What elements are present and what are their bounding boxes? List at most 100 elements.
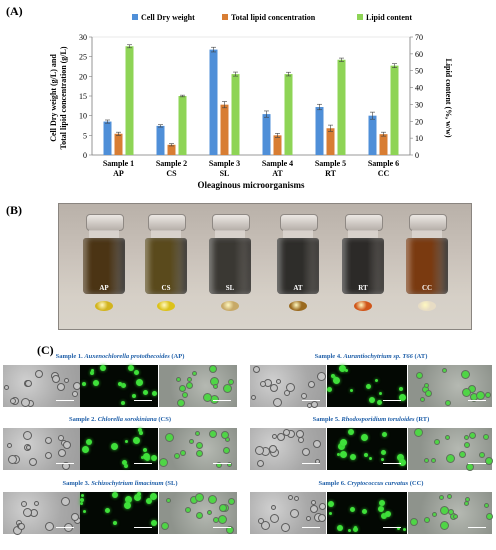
- cell: [479, 452, 485, 458]
- merged-image: [159, 428, 237, 470]
- cell: [25, 380, 32, 387]
- cell: [414, 428, 423, 437]
- cell: [216, 462, 222, 468]
- merged-image: [408, 365, 492, 407]
- brightfield-image: [250, 428, 326, 470]
- cell: [192, 371, 197, 376]
- bar-3-3: [231, 74, 240, 155]
- cell: [18, 523, 25, 530]
- left-tick-label: 5: [83, 131, 87, 140]
- cell: [337, 525, 343, 531]
- cell: [26, 445, 31, 450]
- scale-bar: [56, 527, 74, 528]
- legend-swatch-2: [222, 14, 228, 20]
- left-tick-label: 15: [79, 92, 87, 101]
- plot-area: [91, 36, 411, 156]
- legend-swatch-3: [357, 14, 363, 20]
- cell: [174, 453, 180, 459]
- bar-2-6: [379, 134, 388, 155]
- cell: [213, 384, 218, 389]
- cell: [448, 509, 454, 515]
- cell: [379, 500, 385, 506]
- scale-bar: [213, 463, 231, 464]
- bar-2-1: [114, 133, 123, 155]
- cell: [223, 447, 230, 454]
- y-axis-title-right: Lipid content (%, w/w): [444, 58, 453, 137]
- cell: [255, 446, 264, 455]
- cell: [302, 448, 310, 456]
- fluorescence-image: [80, 365, 158, 407]
- x-tick-label-line1: Sample 6: [368, 159, 399, 168]
- cell: [111, 443, 118, 450]
- cell: [121, 383, 126, 388]
- right-tick-label: 10: [415, 134, 423, 143]
- cell: [362, 509, 367, 514]
- cell: [424, 383, 429, 388]
- cell: [61, 497, 70, 506]
- cell: [464, 442, 470, 448]
- cell: [345, 369, 348, 372]
- bar-1-1: [103, 121, 112, 155]
- cell: [143, 448, 147, 452]
- cell: [64, 378, 69, 383]
- bar-2-4: [273, 135, 282, 155]
- cell: [338, 443, 345, 450]
- cell: [432, 512, 437, 517]
- cell: [72, 391, 78, 397]
- cell: [446, 454, 455, 463]
- cell: [311, 401, 318, 408]
- cell: [424, 458, 429, 463]
- brightfield-image: [3, 492, 81, 535]
- cell: [257, 460, 264, 467]
- vial-sl: [209, 214, 251, 294]
- cell: [381, 458, 384, 461]
- cell: [340, 451, 347, 458]
- scale-bar: [213, 400, 231, 401]
- cell: [23, 508, 32, 517]
- cell: [165, 433, 174, 442]
- fluorescence-image: [80, 428, 158, 470]
- cell: [208, 495, 217, 504]
- x-tick-label-line2: AP: [113, 169, 124, 178]
- brightfield-image: [3, 428, 80, 470]
- vial-ap: [83, 214, 125, 294]
- cell: [317, 372, 326, 381]
- cell: [113, 521, 117, 525]
- scale-bar: [56, 463, 74, 464]
- bar-chart: 0 5 10 15 20 25 30 0 10 20 30 40 50 60 70 Cell Dry weig…: [49, 13, 453, 190]
- lipid-drop-rt: [354, 301, 372, 311]
- x-tick-label-line1: Sample 2: [156, 159, 187, 168]
- x-tick-label-line1: Sample 1: [103, 159, 134, 168]
- bar-2-3: [220, 104, 229, 155]
- cell: [195, 493, 204, 502]
- cell: [337, 453, 340, 456]
- scale-bar: [302, 400, 320, 401]
- cell: [152, 391, 157, 396]
- cell: [128, 365, 134, 371]
- cell: [286, 383, 295, 392]
- right-tick-label: 40: [415, 84, 423, 93]
- x-tick-label-line2: SL: [220, 169, 230, 178]
- cell: [71, 513, 79, 521]
- cell: [63, 441, 71, 449]
- cell: [81, 494, 84, 497]
- cell: [10, 398, 16, 404]
- cell: [484, 503, 489, 508]
- cell: [307, 403, 312, 408]
- lipid-drop-cc: [418, 301, 436, 311]
- merged-image: [408, 492, 493, 534]
- merged-image: [159, 492, 237, 534]
- cell: [485, 392, 491, 398]
- micrograph-title: Sample 6. Cryptococcus curvatus (CC): [318, 480, 424, 487]
- legend-label-3: Lipid content: [366, 13, 412, 22]
- bar-1-3: [209, 49, 218, 155]
- x-tick-label-line1: Sample 3: [209, 159, 240, 168]
- cell: [486, 513, 493, 520]
- cell: [270, 514, 279, 523]
- lipid-drop-at: [289, 301, 307, 311]
- fluorescence-image: [327, 428, 407, 470]
- cell: [364, 453, 368, 457]
- cell: [375, 379, 378, 382]
- merged-image: [159, 365, 237, 407]
- right-tick-label: 30: [415, 100, 423, 109]
